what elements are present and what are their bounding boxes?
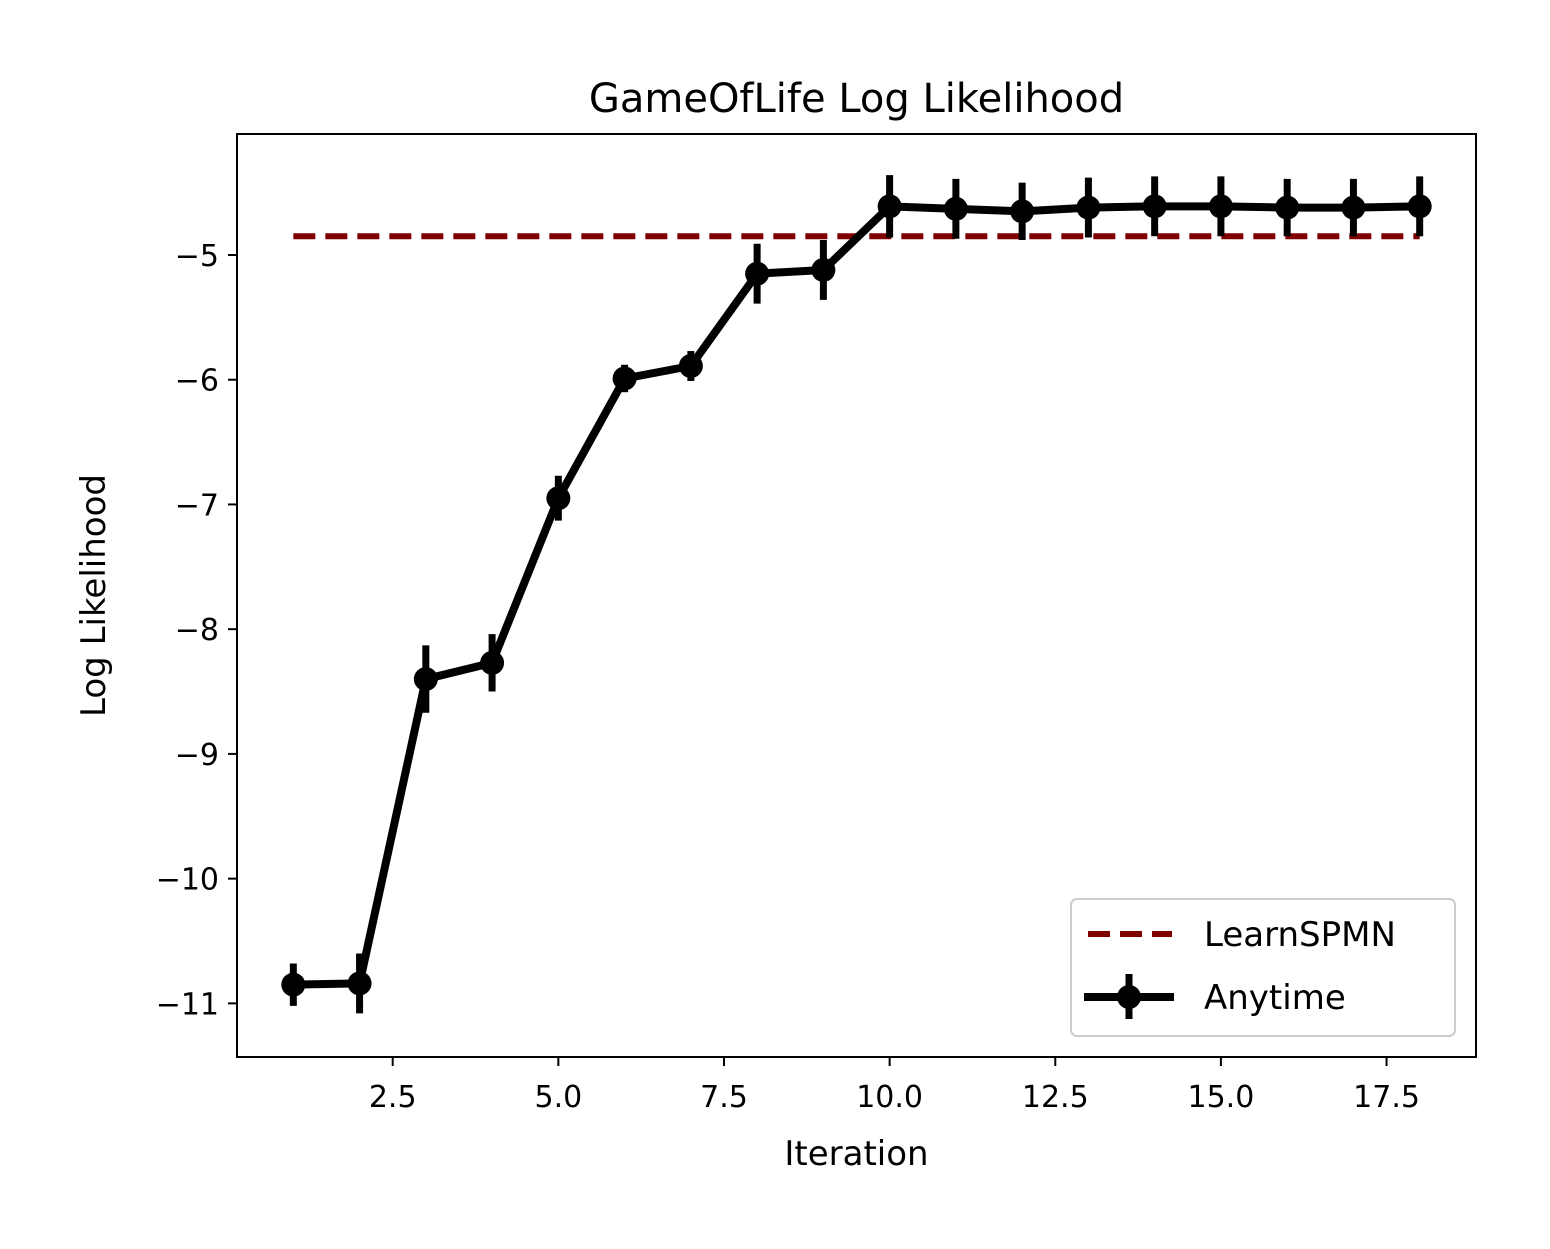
legend-swatch-marker <box>1117 985 1141 1009</box>
x-axis: 2.5 5.0 7.5 10.0 12.5 15.0 17.5 <box>369 1057 1420 1115</box>
legend-label-anytime: Anytime <box>1204 978 1346 1018</box>
y-tick-label: −8 <box>175 613 219 648</box>
data-point <box>943 196 968 221</box>
data-point <box>612 366 637 391</box>
data-point <box>1407 194 1432 219</box>
data-point <box>413 667 438 692</box>
data-point <box>480 650 505 675</box>
data-point <box>546 486 571 511</box>
data-point <box>347 971 372 996</box>
data-point <box>811 257 836 282</box>
x-tick-label: 12.5 <box>1022 1080 1089 1115</box>
y-axis: −11 −10 −9 −8 −7 −6 −5 <box>156 239 237 1022</box>
y-tick-label: −10 <box>156 863 219 898</box>
x-tick-label: 2.5 <box>369 1080 417 1115</box>
x-tick-label: 15.0 <box>1188 1080 1255 1115</box>
legend-label-learnspmn: LearnSPMN <box>1204 915 1396 955</box>
data-point <box>1010 199 1035 224</box>
y-tick-label: −11 <box>156 987 219 1022</box>
x-tick-label: 10.0 <box>856 1080 923 1115</box>
data-point <box>1076 195 1101 220</box>
data-point <box>1275 195 1300 220</box>
x-tick-label: 5.0 <box>534 1080 582 1115</box>
series-line-anytime <box>293 202 1420 989</box>
axes-frame <box>236 133 1477 1058</box>
data-point <box>1341 195 1366 220</box>
y-tick-label: −7 <box>175 488 219 523</box>
y-tick-label: −6 <box>175 364 219 399</box>
data-point <box>745 261 770 286</box>
plot-area <box>281 175 1432 1014</box>
data-point <box>281 972 306 997</box>
data-point <box>877 194 902 219</box>
x-tick-label: 17.5 <box>1353 1080 1420 1115</box>
data-point <box>1142 194 1167 219</box>
data-point <box>1208 194 1233 219</box>
x-tick-label: 7.5 <box>700 1080 748 1115</box>
data-point <box>678 353 703 378</box>
legend: LearnSPMN Anytime <box>1070 898 1456 1037</box>
y-tick-label: −9 <box>175 738 219 773</box>
chart-title: GameOfLife Log Likelihood <box>589 76 1124 122</box>
y-tick-label: −5 <box>175 239 219 274</box>
y-axis-label: Log Likelihood <box>74 474 114 717</box>
x-axis-label: Iteration <box>784 1134 928 1174</box>
